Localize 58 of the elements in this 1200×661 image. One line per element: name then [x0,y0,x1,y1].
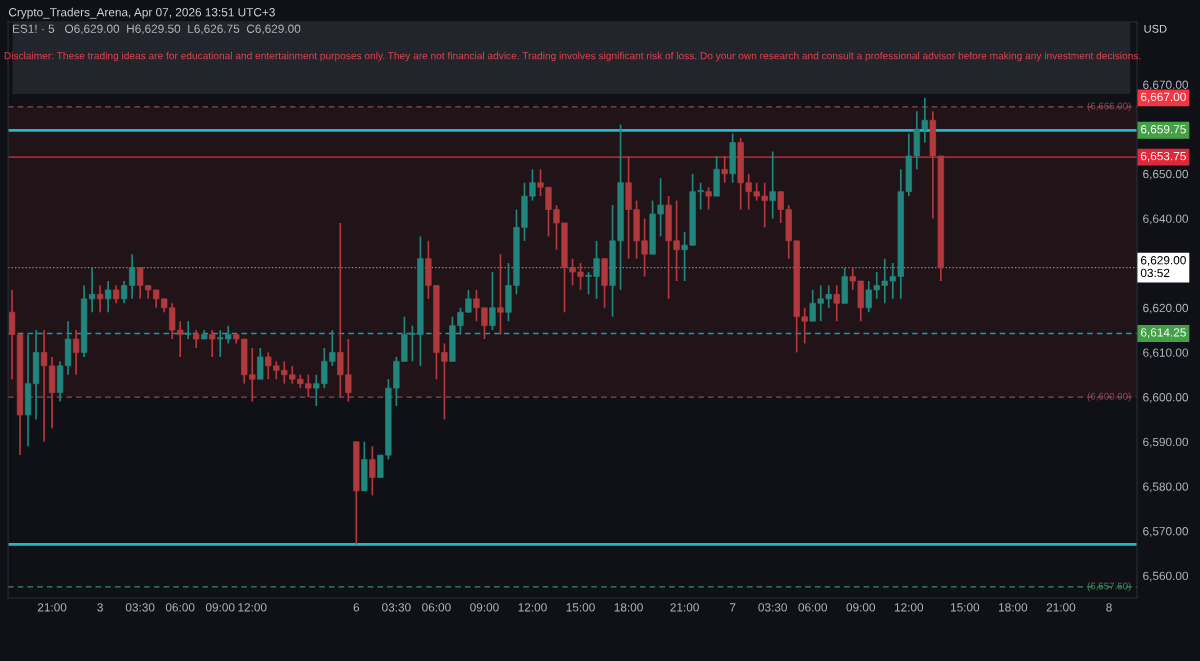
y-tick-label: 6,560.00 [1143,571,1189,582]
ref-line-label: (6,600.00) [1087,392,1131,402]
candlestick [361,440,368,492]
candlestick [353,440,360,546]
x-tick-label: 09:00 [846,603,876,612]
y-tick-label: 6,620.00 [1143,303,1189,314]
ref-line-label: 6,659.75 [1140,125,1186,135]
x-tick-label: 03:30 [758,603,787,612]
y-tick-label: 6,580.00 [1143,482,1189,493]
ref-line-label: (6,557.50) [1087,582,1131,592]
candlestick [369,445,376,497]
candlestick [713,155,720,197]
x-tick-label: 09:00 [205,603,235,612]
chart-title: Crypto_Traders_Arena, Apr 07, 2026 13:51 UTC+3 [9,7,275,19]
candlestick [705,186,712,211]
x-tick-label: 6 [353,603,360,612]
x-tick-label: 21:00 [1046,603,1076,612]
x-tick-label: 03:30 [382,603,411,612]
ref-line-label: (6,665.00) [1087,102,1131,112]
ref-line-label: 6,614.25 [1140,328,1186,339]
x-tick-label: 7 [729,603,736,612]
x-tick-label: 18:00 [614,603,643,612]
text: USD [1144,24,1167,33]
y-tick-label: 6,640.00 [1143,214,1189,225]
x-tick-label: 09:00 [470,603,499,612]
x-tick-label: 06:00 [798,603,828,612]
y-tick-label: 6,570.00 [1143,527,1189,537]
candlestick [201,329,208,340]
x-tick-label: 3 [97,603,103,612]
candlestick [209,329,216,358]
candlestick [721,155,728,184]
x-tick-label: 03:30 [125,603,155,612]
candlestick [193,329,200,349]
y-tick-label: 6,650.00 [1143,169,1189,180]
y-tick-label: 6,610.00 [1143,348,1189,359]
candlestick [729,132,736,184]
x-tick-label: 06:00 [165,603,195,612]
x-tick-label: 21:00 [37,603,67,612]
x-tick-label: 21:00 [670,603,699,612]
x-tick-label: 8 [1106,603,1112,612]
ref-line-label: 6,653.75 [1140,151,1186,162]
x-tick-label: 06:00 [422,603,451,612]
y-tick-label: 6,590.00 [1143,437,1189,448]
ref-line-label: 6,629.00 03:52 [1140,256,1186,278]
y-tick-label: 6,600.00 [1143,393,1189,403]
annotation: Disclaimer: These trading ideas are for educational and entertainment purposes only. They are not financial advice. Trading involves significant risk of loss. Do your own research and consult a professional advisor before making any investment decisions. [4,51,1141,62]
candlestick [601,257,608,309]
x-tick-label: 15:00 [950,603,980,612]
x-tick-label: 12:00 [894,603,924,612]
x-tick-label: 15:00 [566,603,595,612]
candlestick [489,271,496,331]
x-tick-label: 18:00 [999,603,1028,612]
x-tick-label: 12:00 [518,603,547,612]
candlestick [497,253,504,336]
chart-subtitle: ES1! · 5 O6,629.00 H6,629.50 L6,626.75 C6,629.00 [12,24,301,35]
x-tick-label: 12:00 [238,603,267,612]
y-tick-label: 6,670.00 [1143,80,1189,91]
text: 6,667.00 [1140,92,1186,103]
